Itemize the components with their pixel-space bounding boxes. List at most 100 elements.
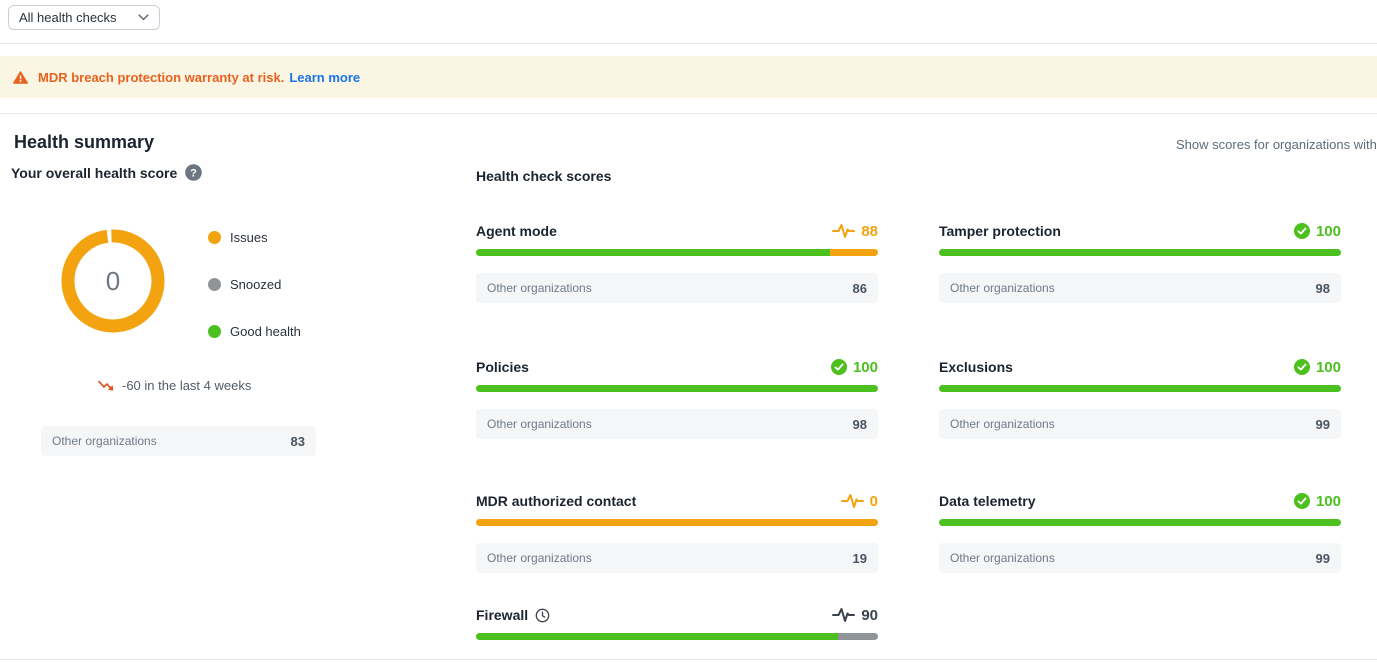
score-bar-segment xyxy=(476,633,838,640)
show-scores-note: Show scores for organizations with xyxy=(1176,137,1377,152)
legend-dot-icon xyxy=(208,230,221,244)
health-check-name: Policies xyxy=(476,359,529,375)
check-circle-icon xyxy=(1293,359,1310,375)
score-bar xyxy=(939,519,1341,526)
legend-dot-icon xyxy=(208,324,221,338)
other-organizations-row: Other organizations 86 xyxy=(476,273,878,303)
pulse-icon xyxy=(840,493,864,509)
health-check-score: 90 xyxy=(861,606,878,624)
donut-center-value: 0 xyxy=(105,265,121,296)
check-circle-icon xyxy=(1293,223,1310,239)
health-check-score: 100 xyxy=(852,358,878,376)
warning-triangle-icon xyxy=(13,70,28,84)
score-bar-segment xyxy=(939,519,1341,526)
other-organizations-value: 98 xyxy=(852,416,867,432)
page-title: Health summary xyxy=(14,132,155,152)
health-checks-filter-label: All health checks xyxy=(19,10,117,25)
other-organizations-row: Other organizations 98 xyxy=(476,409,878,439)
health-check-score: 100 xyxy=(1315,358,1341,376)
other-organizations-value: 19 xyxy=(852,550,867,566)
trend-down-icon xyxy=(98,379,115,392)
health-check-score: 88 xyxy=(861,222,878,240)
cards-row: Firewall 90 xyxy=(476,606,1341,640)
other-organizations-label: Other organizations xyxy=(950,281,1055,295)
cards-row: Agent mode 88 Other organizations 86 Tamper … xyxy=(476,222,1341,303)
legend-label: Snoozed xyxy=(230,276,282,292)
other-organizations-label: Other organizations xyxy=(950,417,1055,431)
help-icon[interactable]: ? xyxy=(185,164,203,181)
svg-text:?: ? xyxy=(190,167,197,179)
other-organizations-label: Other organizations xyxy=(950,551,1055,565)
health-check-name: Data telemetry xyxy=(939,493,1036,509)
banner-message: MDR breach protection warranty at risk. xyxy=(38,69,285,85)
other-organizations-row: Other organizations 99 xyxy=(939,409,1341,439)
score-bar-segment xyxy=(939,249,1341,256)
donut-legend: Issues Snoozed Good health xyxy=(208,229,301,339)
other-organizations-value: 83 xyxy=(290,433,305,449)
health-check-card: Policies 100 Other organizations 98 xyxy=(476,358,878,439)
cards-row: Policies 100 Other organizations 98 Exclusio… xyxy=(476,358,1341,439)
health-check-card: MDR authorized contact 0 Other organizatio… xyxy=(476,492,878,573)
score-bar-segment xyxy=(939,385,1341,392)
legend-item-issues: Issues xyxy=(208,229,301,245)
health-check-name: MDR authorized contact xyxy=(476,493,637,509)
score-bar-segment xyxy=(476,519,878,526)
score-bar xyxy=(476,519,878,526)
top-divider xyxy=(0,43,1377,44)
score-bar-segment xyxy=(476,249,830,256)
score-bar xyxy=(939,249,1341,256)
legend-item-snoozed: Snoozed xyxy=(208,276,301,292)
cards-row: MDR authorized contact 0 Other organizatio… xyxy=(476,492,1341,573)
health-check-name: Agent mode xyxy=(476,223,557,239)
score-bar-segment xyxy=(476,385,878,392)
health-score-donut: 0 xyxy=(61,229,165,333)
health-check-cards: Agent mode 88 Other organizations 86 Tamper … xyxy=(476,222,1341,640)
overall-health-score-label: Your overall health score xyxy=(11,164,178,181)
other-organizations-value: 99 xyxy=(1315,416,1330,432)
health-check-card: Agent mode 88 Other organizations 86 xyxy=(476,222,878,303)
other-organizations-row: Other organizations 19 xyxy=(476,543,878,573)
other-organizations-label: Other organizations xyxy=(52,434,157,448)
health-check-score: 0 xyxy=(869,492,878,510)
overall-other-organizations-row: Other organizations 83 xyxy=(41,426,316,456)
bottom-divider xyxy=(0,659,1377,660)
learn-more-link[interactable]: Learn more xyxy=(289,69,361,85)
health-check-card: Exclusions 100 Other organizations 99 xyxy=(939,358,1341,439)
clock-icon xyxy=(535,608,550,623)
check-circle-icon xyxy=(1293,493,1310,509)
check-circle-icon xyxy=(830,359,847,375)
other-organizations-row: Other organizations 98 xyxy=(939,273,1341,303)
health-check-name: Firewall xyxy=(476,607,529,623)
health-check-score: 100 xyxy=(1315,492,1341,510)
content-top-divider xyxy=(0,113,1377,114)
other-organizations-label: Other organizations xyxy=(487,281,592,295)
score-bar xyxy=(476,385,878,392)
pulse-icon xyxy=(832,607,856,623)
health-check-score: 100 xyxy=(1315,222,1341,240)
legend-label: Issues xyxy=(230,229,268,245)
score-bar xyxy=(476,249,878,256)
mdr-warning-banner: MDR breach protection warranty at risk. … xyxy=(0,56,1377,98)
health-check-name: Tamper protection xyxy=(939,223,1061,239)
legend-dot-icon xyxy=(208,277,221,291)
score-bar xyxy=(476,633,878,640)
health-check-card: Firewall 90 xyxy=(476,606,878,640)
score-bar-segment xyxy=(829,249,878,256)
trend-text: -60 in the last 4 weeks xyxy=(122,378,252,393)
health-check-card: Data telemetry 100 Other organizations 99 xyxy=(939,492,1341,573)
legend-item-good-health: Good health xyxy=(208,323,301,339)
other-organizations-label: Other organizations xyxy=(487,551,592,565)
other-organizations-value: 99 xyxy=(1315,550,1330,566)
score-bar-segment xyxy=(837,633,878,640)
health-checks-filter-dropdown[interactable]: All health checks xyxy=(8,5,160,30)
other-organizations-value: 98 xyxy=(1315,280,1330,296)
other-organizations-value: 86 xyxy=(852,280,867,296)
legend-label: Good health xyxy=(230,323,301,339)
score-bar xyxy=(939,385,1341,392)
pulse-icon xyxy=(832,223,856,239)
chevron-down-icon xyxy=(138,14,149,21)
health-check-card: Tamper protection 100 Other organizations 9… xyxy=(939,222,1341,303)
other-organizations-row: Other organizations 99 xyxy=(939,543,1341,573)
health-check-name: Exclusions xyxy=(939,359,1013,375)
other-organizations-label: Other organizations xyxy=(487,417,592,431)
